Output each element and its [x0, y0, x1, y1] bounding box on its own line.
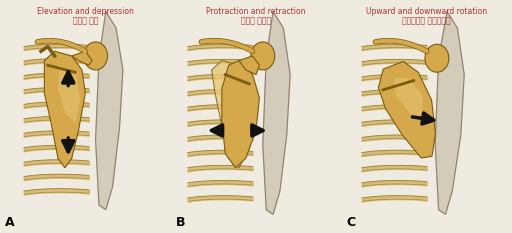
Text: B: B [176, 216, 185, 229]
Polygon shape [72, 51, 92, 65]
Polygon shape [222, 61, 260, 168]
Polygon shape [45, 51, 86, 168]
Polygon shape [239, 56, 260, 75]
Text: C: C [347, 216, 355, 229]
Text: Protraction and retraction: Protraction and retraction [206, 7, 306, 16]
Polygon shape [58, 65, 80, 123]
Text: Elevation and depression: Elevation and depression [37, 7, 134, 16]
Polygon shape [435, 12, 464, 214]
Ellipse shape [83, 42, 108, 70]
Ellipse shape [251, 42, 275, 70]
Polygon shape [211, 61, 256, 168]
Text: 위쪽돌림과 아래쪽돌림: 위쪽돌림과 아래쪽돌림 [402, 16, 451, 25]
Text: 올림과 내림: 올림과 내림 [73, 16, 98, 25]
Text: 내말과 뒤당김: 내말과 뒤당김 [241, 16, 271, 25]
Text: Upward and downward rotation: Upward and downward rotation [366, 7, 487, 16]
Text: A: A [5, 216, 15, 229]
Polygon shape [378, 62, 436, 158]
Polygon shape [96, 12, 123, 210]
Ellipse shape [425, 44, 449, 72]
Polygon shape [394, 78, 422, 116]
Polygon shape [263, 12, 290, 214]
